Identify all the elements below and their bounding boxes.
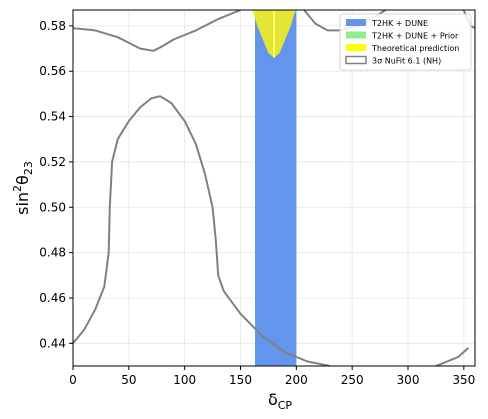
plot-frame <box>72 9 476 367</box>
x-tick-label: 50 <box>121 373 136 387</box>
y-tick-label: 0.56 <box>39 64 66 78</box>
x-tick-label: 350 <box>452 373 475 387</box>
legend-box <box>339 13 472 71</box>
y-tick-label: 0.52 <box>39 155 66 169</box>
y-tick-label: 0.58 <box>39 19 66 33</box>
nufit-contour-line <box>435 347 469 366</box>
legend-label: T2HK + DUNE + Prior <box>371 32 459 41</box>
x-tick-label: 0 <box>69 373 77 387</box>
data-regions <box>251 10 297 366</box>
allowed-region-t2hk-dune <box>255 10 297 366</box>
y-tick-label: 0.48 <box>39 246 66 260</box>
x-tick-label: 100 <box>173 373 196 387</box>
x-tick-label: 200 <box>285 373 308 387</box>
legend-label: 3σ NuFit 6.1 (NH) <box>372 57 441 66</box>
y-tick-label: 0.50 <box>39 200 66 214</box>
x-tick-label: 150 <box>229 373 252 387</box>
nufit-contour-line <box>73 95 330 366</box>
legend-swatch <box>346 19 366 26</box>
legend-swatch <box>345 55 367 65</box>
axis-ticks: 0 50 100 150 200 250 300 350 0.44 0.46 0.48 0.50 0.5… <box>39 19 475 387</box>
nufit-contour-line <box>73 10 241 52</box>
x-axis-label: δCP <box>268 390 292 412</box>
y-tick-label: 0.54 <box>39 110 66 124</box>
x-tick-label: 300 <box>397 373 420 387</box>
legend-label: Theoretical prediction <box>371 44 459 53</box>
x-tick-label: 250 <box>341 373 364 387</box>
y-tick-label: 0.44 <box>39 336 66 350</box>
legend-swatch <box>346 31 366 39</box>
y-axis-label: sin2θ23 <box>11 161 35 215</box>
legend-swatch <box>346 44 366 51</box>
legend-label: T2HK + DUNE <box>371 19 428 28</box>
legend: T2HK + DUNE T2HK + DUNE + Prior Theoretica… <box>339 13 472 71</box>
y-tick-label: 0.46 <box>39 291 66 305</box>
